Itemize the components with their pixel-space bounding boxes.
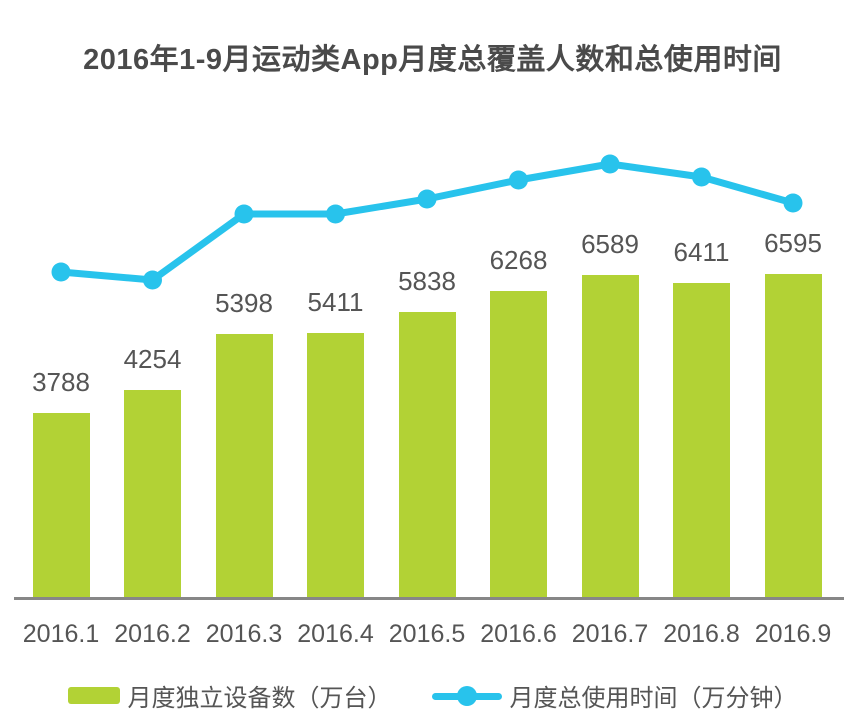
usage-time-point-2016.8: [692, 167, 711, 187]
usage-time-point-2016.1: [51, 262, 71, 282]
x-tick-label-2016.2: 2016.2: [114, 620, 191, 648]
x-axis-baseline: [14, 597, 844, 600]
bar-2016.5: [398, 311, 456, 600]
legend-label-devices: 月度独立设备数（万台）: [127, 685, 392, 712]
legend-label-usage-time: 月度总使用时间（万分钟）: [509, 685, 798, 712]
x-tick-label-2016.4: 2016.4: [297, 620, 374, 648]
usage-time-point-2016.2: [143, 270, 162, 290]
bar-value-label-2016.6: 6268: [489, 244, 548, 275]
bar-2016.9: [764, 274, 822, 600]
bar-2016.2: [124, 389, 181, 600]
bar-2016.7: [581, 274, 639, 600]
x-tick-label-2016.9: 2016.9: [754, 620, 832, 648]
usage-time-polyline: [57, 160, 797, 284]
bar-2016.3: [215, 333, 273, 600]
bar-value-label-2016.8: 6411: [673, 237, 730, 268]
bar-series-swatch-icon: [67, 687, 120, 704]
bar-value-label-2016.5: 5838: [398, 265, 456, 296]
x-tick-label-2016.5: 2016.5: [388, 620, 466, 648]
usage-time-point-2016.3: [234, 204, 254, 224]
bar-value-label-2016.7: 6589: [581, 228, 639, 259]
bar-2016.4: [307, 332, 364, 600]
legend-item-devices: 月度独立设备数（万台）: [67, 678, 392, 713]
x-tick-label-2016.3: 2016.3: [205, 620, 283, 648]
x-tick-label-2016.1: 2016.1: [22, 620, 100, 648]
legend-item-usage-time: 月度总使用时间（万分钟）: [431, 678, 798, 713]
bar-2016.1: [32, 412, 90, 600]
bar-value-label-2016.4: 5411: [307, 286, 364, 317]
bar-2016.6: [490, 290, 547, 600]
line-series-marker-icon: [431, 685, 502, 707]
x-tick-label-2016.8: 2016.8: [663, 620, 740, 648]
bar-value-label-2016.2: 4254: [123, 343, 182, 374]
usage-time-point-2016.7: [600, 154, 620, 174]
usage-time-point-2016.9: [783, 193, 803, 213]
bar-value-label-2016.9: 6595: [764, 228, 822, 259]
bar-2016.8: [673, 283, 730, 600]
usage-time-point-2016.5: [417, 189, 437, 209]
usage-time-point-2016.4: [326, 204, 345, 224]
x-tick-label-2016.6: 2016.6: [480, 620, 557, 648]
x-tick-label-2016.7: 2016.7: [571, 620, 649, 648]
bar-value-label-2016.3: 5398: [215, 287, 273, 318]
chart-title: 2016年1-9月运动类App月度总覆盖人数和总使用时间: [83, 44, 782, 76]
bar-value-label-2016.1: 3788: [32, 366, 90, 397]
legend: 月度独立设备数（万台） 月度总使用时间（万分钟）: [0, 678, 865, 713]
usage-time-point-2016.6: [509, 170, 528, 190]
